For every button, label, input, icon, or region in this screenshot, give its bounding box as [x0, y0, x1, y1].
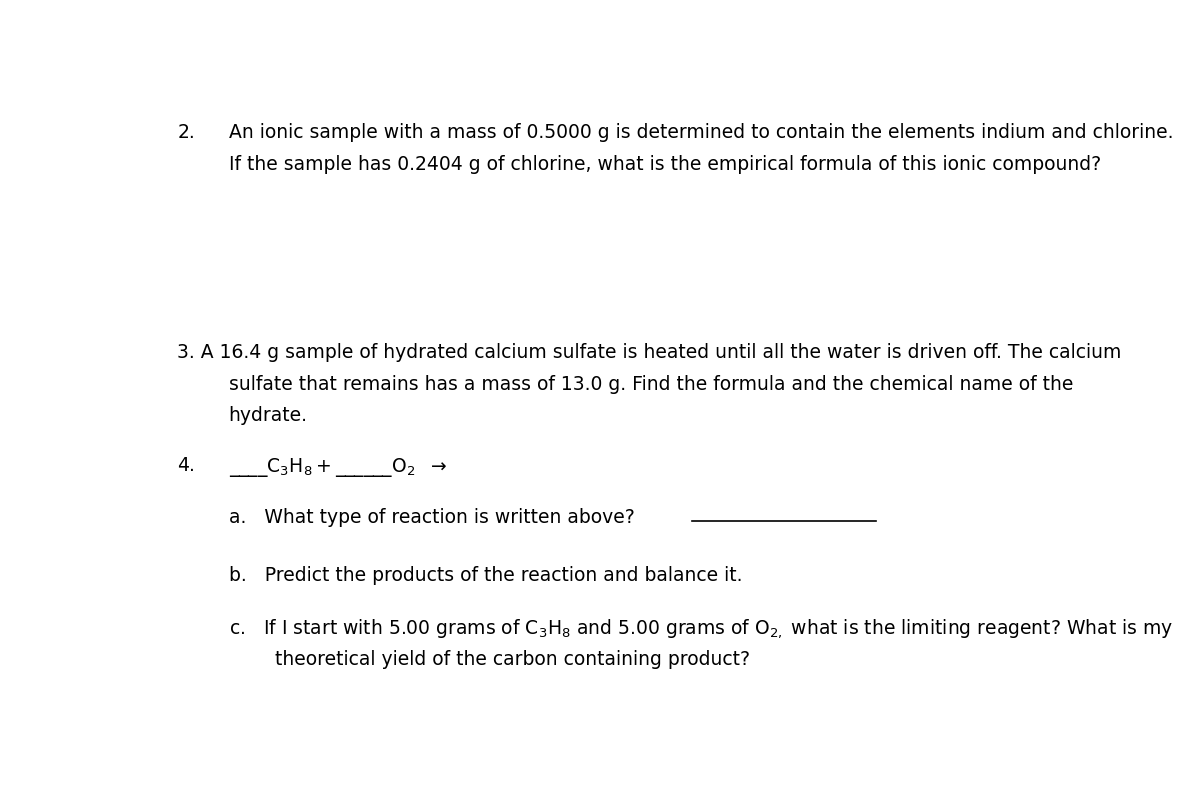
Text: 3. A 16.4 g sample of hydrated calcium sulfate is heated until all the water is : 3. A 16.4 g sample of hydrated calcium s… [178, 343, 1121, 362]
Text: hydrate.: hydrate. [229, 407, 308, 426]
Text: b.   Predict the products of the reaction and balance it.: b. Predict the products of the reaction … [229, 566, 742, 585]
Text: sulfate that remains has a mass of 13.0 g. Find the formula and the chemical nam: sulfate that remains has a mass of 13.0 … [229, 375, 1073, 394]
Text: An ionic sample with a mass of 0.5000 g is determined to contain the elements in: An ionic sample with a mass of 0.5000 g … [229, 123, 1173, 142]
Text: c.   If I start with 5.00 grams of $\mathregular{C_3H_8}$ and 5.00 grams of $\ma: c. If I start with 5.00 grams of $\mathr… [229, 617, 1173, 640]
Text: If the sample has 0.2404 g of chlorine, what is the empirical formula of this io: If the sample has 0.2404 g of chlorine, … [229, 155, 1101, 174]
Text: 4.: 4. [178, 456, 195, 475]
Text: 2.: 2. [178, 123, 195, 142]
Text: $\mathregular{\_\_\_\_C_3H_8 + \_\_\_\_\_\_O_2\ \ \rightarrow}$: $\mathregular{\_\_\_\_C_3H_8 + \_\_\_\_\… [229, 456, 448, 479]
Text: a.   What type of reaction is written above?: a. What type of reaction is written abov… [229, 508, 635, 527]
Text: theoretical yield of the carbon containing product?: theoretical yield of the carbon containi… [275, 649, 749, 669]
